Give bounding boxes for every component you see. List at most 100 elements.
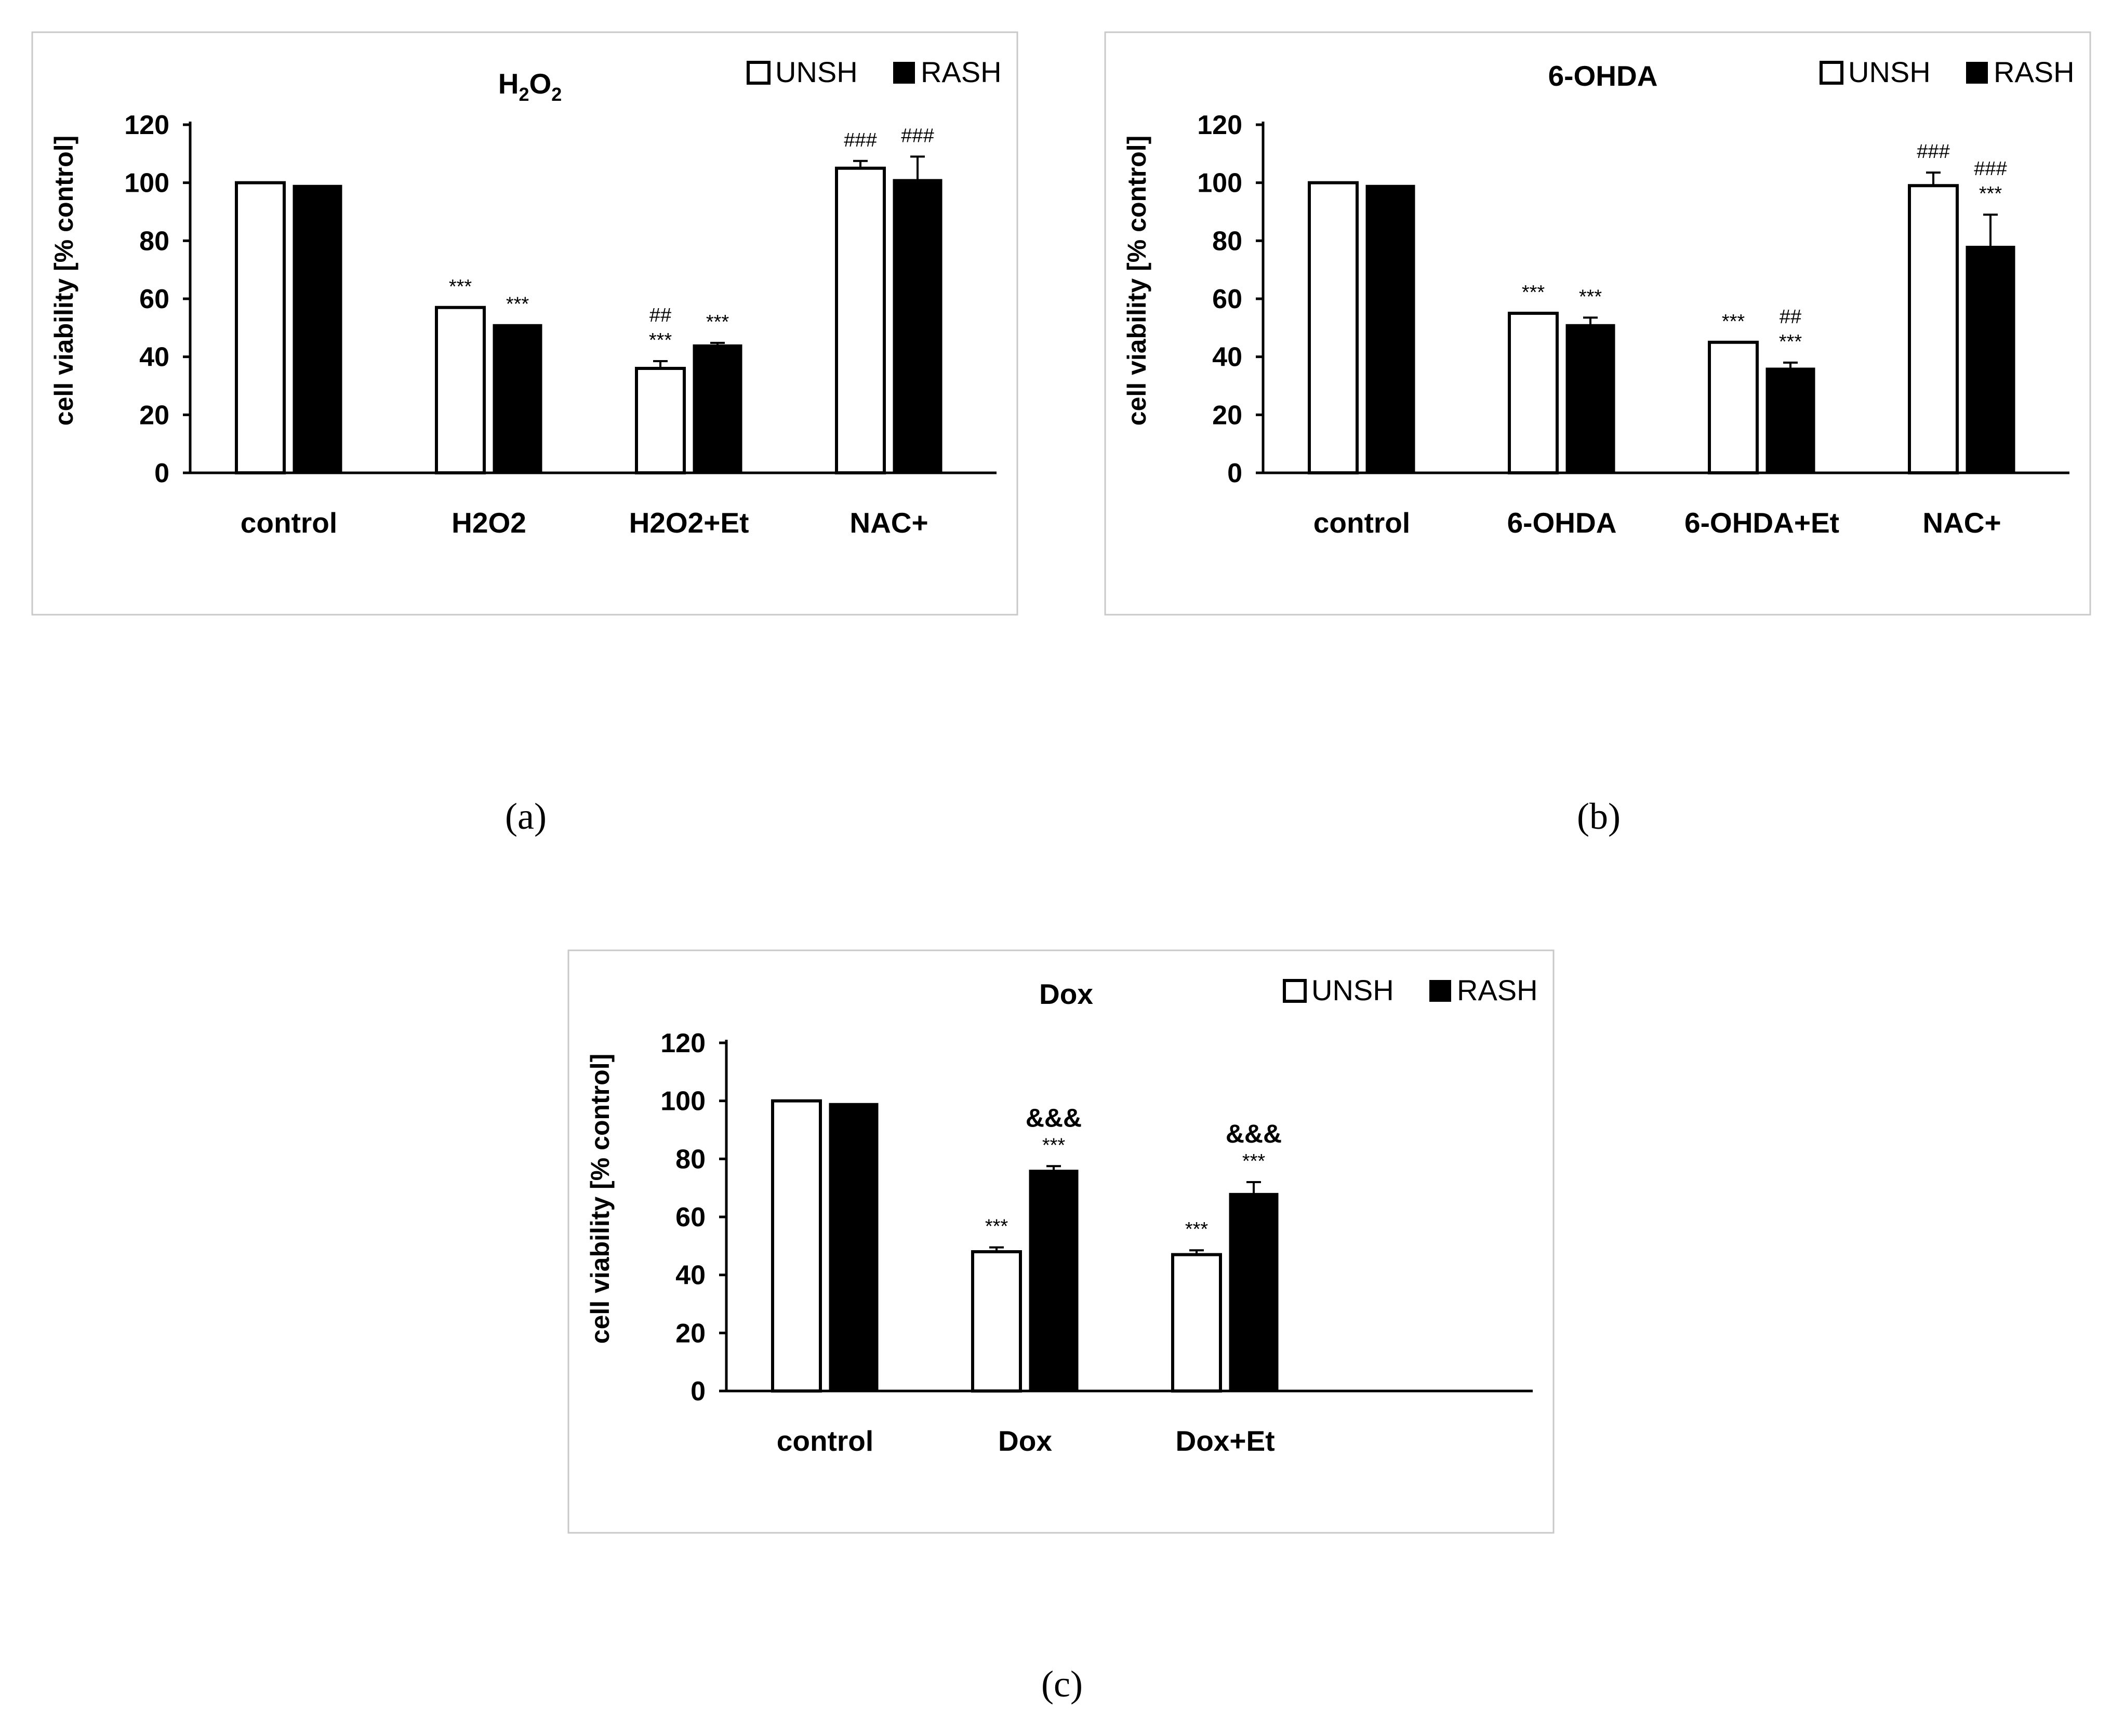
- y-tick-label: 60: [1212, 284, 1242, 314]
- y-tick-label: 80: [675, 1144, 706, 1174]
- significance-marker: ###: [1974, 158, 2007, 180]
- y-tick-label: 100: [660, 1086, 706, 1117]
- y-tick-label: 40: [1212, 342, 1242, 373]
- x-category-label: control: [1313, 507, 1410, 539]
- significance-marker: ***: [1579, 286, 1602, 308]
- bar-unsh-0: [235, 181, 286, 474]
- title-subscript: 2: [519, 84, 529, 105]
- x-category-label: Dox: [998, 1425, 1052, 1457]
- caption-b: (b): [1577, 796, 1621, 837]
- chart-panel-c: Dox UNSH RASH cell viability [% control] 0 20…: [567, 949, 1555, 1534]
- bar-unsh-1: [971, 1250, 1022, 1393]
- title-part: H: [498, 68, 519, 100]
- significance-marker: ***: [1042, 1134, 1066, 1156]
- legend-swatch-rash: [1966, 62, 1988, 84]
- y-axis-label: cell viability [% control]: [586, 1054, 615, 1344]
- y-tick-label: 20: [1212, 400, 1242, 430]
- legend-swatch-unsh: [1820, 61, 1843, 85]
- significance-marker: ***: [1979, 183, 2002, 205]
- y-tick-label: 40: [675, 1261, 706, 1291]
- bar-unsh-0: [1308, 181, 1359, 474]
- caption-a: (a): [505, 796, 547, 837]
- bar-rash-1: [493, 324, 542, 474]
- bar-unsh-3: [1908, 184, 1959, 474]
- significance-marker: ***: [985, 1216, 1008, 1238]
- significance-marker: ***: [1185, 1218, 1209, 1240]
- x-category-label: NAC+: [1922, 507, 2001, 539]
- bar-rash-3: [893, 179, 942, 474]
- y-tick-label: 40: [139, 342, 169, 373]
- legend-label-rash: RASH: [1994, 56, 2075, 88]
- x-category-label: H2O2: [452, 507, 526, 539]
- significance-marker: ###: [844, 129, 877, 151]
- significance-marker: ***: [449, 276, 472, 298]
- chart-title: H2O2: [498, 68, 562, 105]
- significance-marker: &&&: [1226, 1119, 1282, 1148]
- y-tick-label: 120: [124, 110, 169, 140]
- chart-c-svg: Dox UNSH RASH cell viability [% control] 0 20…: [567, 949, 1555, 1534]
- legend-swatch-unsh: [1283, 979, 1307, 1003]
- bar-rash-1: [1565, 324, 1615, 474]
- legend-label-unsh: UNSH: [1848, 56, 1931, 88]
- chart-b-svg: 6-OHDA UNSH RASH cell viability [% control]…: [1104, 31, 2091, 616]
- x-category-label: Dox+Et: [1175, 1425, 1275, 1457]
- bar-unsh-1: [435, 306, 486, 474]
- significance-marker: ***: [506, 293, 529, 315]
- significance-marker: ##: [1780, 306, 1801, 328]
- bar-unsh-3: [835, 166, 886, 474]
- x-category-label: H2O2+Et: [629, 507, 749, 539]
- significance-marker: ***: [1522, 282, 1545, 303]
- y-tick-label: 120: [1197, 110, 1242, 140]
- bar-rash-1: [1029, 1170, 1079, 1392]
- significance-marker: ***: [706, 311, 729, 333]
- y-tick-label: 120: [660, 1028, 706, 1058]
- x-category-label: 6-OHDA: [1507, 507, 1617, 539]
- y-tick-label: 0: [1227, 458, 1242, 488]
- significance-marker: ***: [1722, 311, 1745, 333]
- significance-marker: ***: [1242, 1150, 1266, 1172]
- bar-rash-3: [1966, 246, 2015, 474]
- y-tick-label: 20: [139, 400, 169, 430]
- y-axis-label: cell viability [% control]: [49, 136, 78, 426]
- title-subscript: 2: [551, 84, 562, 105]
- y-tick-label: 60: [675, 1202, 706, 1233]
- legend-swatch-unsh: [747, 61, 771, 85]
- y-axis-label: cell viability [% control]: [1122, 136, 1151, 426]
- significance-marker: ***: [1779, 331, 1802, 353]
- bar-rash-2: [1765, 367, 1815, 474]
- y-tick-label: 80: [139, 226, 169, 256]
- chart-panel-a: H2O2 UNSH RASH cell viability [% control] 0 2…: [31, 31, 1018, 616]
- legend-swatch-rash: [1429, 980, 1451, 1002]
- chart-title: 6-OHDA: [1548, 60, 1658, 92]
- y-tick-label: 100: [124, 168, 169, 198]
- y-tick-label: 0: [154, 458, 169, 488]
- y-tick-label: 20: [675, 1318, 706, 1348]
- x-category-label: 6-OHDA+Et: [1684, 507, 1839, 539]
- bar-unsh-1: [1508, 311, 1559, 475]
- legend-label-unsh: UNSH: [1311, 974, 1394, 1006]
- y-tick-label: 0: [691, 1376, 706, 1407]
- chart-title: Dox: [1039, 978, 1093, 1010]
- legend-label-unsh: UNSH: [775, 56, 858, 88]
- bar-rash-2: [693, 344, 742, 474]
- bar-unsh-2: [1708, 340, 1759, 474]
- caption-c: (c): [1041, 1663, 1083, 1705]
- bar-unsh-2: [635, 367, 686, 474]
- significance-marker: &&&: [1026, 1103, 1082, 1132]
- bar-rash-0: [1365, 184, 1415, 474]
- significance-marker: ###: [901, 125, 934, 147]
- bar-unsh-0: [771, 1099, 822, 1393]
- y-tick-label: 100: [1197, 168, 1242, 198]
- legend-label-rash: RASH: [921, 56, 1002, 88]
- legend-swatch-rash: [893, 62, 915, 84]
- x-category-label: control: [241, 507, 337, 539]
- chart-panel-b: 6-OHDA UNSH RASH cell viability [% control]…: [1104, 31, 2091, 616]
- bar-rash-0: [293, 184, 342, 474]
- x-category-label: NAC+: [849, 507, 928, 539]
- significance-marker: ***: [649, 329, 672, 351]
- y-tick-label: 60: [139, 284, 169, 314]
- significance-marker: ##: [649, 304, 671, 326]
- bar-rash-2: [1229, 1192, 1279, 1392]
- legend-label-rash: RASH: [1457, 974, 1538, 1006]
- bar-rash-0: [829, 1103, 879, 1392]
